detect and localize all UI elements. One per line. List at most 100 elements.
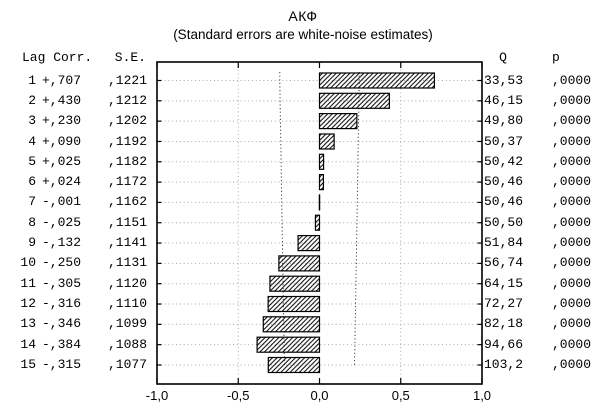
lag-value: 14 [20, 336, 36, 352]
corr-value: +,707 [42, 72, 82, 88]
corr-value: -,132 [42, 235, 82, 251]
lag-value: 8 [28, 214, 36, 230]
q-value: 72,27 [483, 296, 523, 311]
acf-bar-lag-6 [318, 174, 325, 191]
chart-title: АКФ [288, 8, 318, 24]
se-value: ,1221 [107, 72, 147, 88]
acf-bar-lag-4 [318, 133, 335, 150]
se-value: ,1172 [107, 174, 147, 190]
p-value: ,0000 [552, 255, 592, 271]
corr-value: -,250 [42, 255, 82, 271]
se-value: ,1131 [107, 255, 147, 271]
corr-value: +,230 [42, 113, 82, 129]
se-value: ,1141 [107, 235, 147, 251]
p-value: ,0000 [552, 275, 592, 291]
x-tick-label: 0,0 [310, 388, 329, 403]
p-value: ,0000 [552, 194, 592, 210]
p-value: ,0000 [552, 296, 592, 311]
q-value: 82,18 [483, 316, 523, 332]
chart-subtitle: (Standard errors are white-noise estimat… [173, 27, 433, 42]
column-header-p: p [552, 50, 560, 65]
lag-value: 1 [28, 72, 36, 88]
acf-bar-lag-1 [318, 72, 435, 89]
corr-value: -,316 [42, 296, 82, 311]
q-value: 64,15 [483, 275, 523, 291]
p-value: ,0000 [552, 316, 592, 332]
acf-bar-lag-2 [318, 92, 390, 109]
corr-value: +,025 [42, 153, 82, 169]
se-value: ,1202 [107, 113, 147, 129]
x-tick-label: -1,0 [145, 388, 169, 403]
lag-value: 10 [20, 255, 36, 271]
acf-bar-lag-9 [297, 235, 321, 252]
se-value: ,1088 [107, 336, 147, 352]
p-value: ,0000 [552, 133, 592, 149]
corr-value: +,430 [42, 92, 82, 108]
acf-bar-lag-10 [278, 255, 321, 272]
lag-value: 7 [28, 194, 36, 210]
p-value: ,0000 [552, 336, 592, 352]
se-value: ,1212 [107, 92, 147, 108]
corr-value: -,001 [42, 194, 82, 210]
p-value: ,0000 [552, 113, 592, 129]
q-value: 33,53 [483, 72, 523, 88]
corr-value: -,384 [42, 336, 82, 352]
q-value: 50,46 [483, 174, 523, 190]
lag-value: 11 [20, 275, 36, 291]
x-tick-label: -0,5 [227, 388, 250, 403]
se-value: ,1192 [107, 133, 147, 149]
x-tick-label: 0,5 [391, 388, 410, 403]
column-header-se: S.E. [114, 50, 146, 65]
se-value: ,1110 [107, 296, 147, 311]
column-header-q: Q [499, 50, 507, 65]
se-value: ,1099 [107, 316, 147, 332]
corr-value: -,315 [42, 357, 82, 372]
acf-bar-lag-11 [269, 275, 321, 292]
lag-value: 9 [28, 235, 36, 251]
acf-bar-lag-15 [267, 356, 321, 374]
acf-bar-lag-14 [256, 336, 321, 353]
q-value: 50,42 [483, 153, 523, 169]
lag-value: 6 [28, 174, 36, 190]
q-value: 49,80 [483, 113, 523, 129]
lag-value: 2 [28, 92, 36, 108]
se-value: ,1120 [107, 275, 147, 291]
acf-bar-lag-12 [267, 295, 321, 313]
p-value: ,0000 [552, 153, 592, 169]
acf-bar-lag-13 [262, 316, 321, 333]
lag-value: 13 [20, 316, 36, 332]
lag-value: 5 [28, 153, 36, 169]
acf-bar-lag-3 [318, 112, 358, 130]
q-value: 50,50 [483, 214, 523, 230]
acf-bar-lag-8 [314, 214, 321, 231]
p-value: ,0000 [552, 357, 592, 372]
corr-value: -,346 [42, 316, 82, 332]
corr-value: +,090 [42, 133, 82, 149]
p-value: ,0000 [552, 214, 592, 230]
lag-value: 3 [28, 113, 36, 129]
p-value: ,0000 [552, 174, 592, 190]
corr-value: -,025 [42, 214, 82, 230]
lag-value: 15 [20, 357, 36, 372]
p-value: ,0000 [552, 235, 592, 251]
acf-bar-lag-5 [318, 153, 325, 170]
q-value: 46,15 [483, 92, 523, 108]
q-value: 50,46 [483, 194, 523, 210]
plot-frame [156, 61, 483, 385]
q-value: 56,74 [483, 255, 523, 271]
confidence-band-lines [279, 72, 360, 366]
p-value: ,0000 [552, 72, 592, 88]
column-header-lag-corr: Lag Corr. [22, 50, 93, 65]
q-value: 51,84 [483, 235, 523, 251]
acf-bars [256, 72, 435, 374]
se-value: ,1151 [107, 214, 147, 230]
x-tick-label: 1,0 [472, 388, 492, 403]
se-value: ,1162 [107, 194, 147, 210]
q-value: 50,37 [483, 133, 523, 149]
lag-value: 4 [28, 133, 36, 149]
se-value: ,1182 [107, 153, 147, 169]
p-value: ,0000 [552, 92, 592, 108]
se-value: ,1077 [107, 357, 147, 372]
q-value: 103,2 [483, 357, 523, 372]
